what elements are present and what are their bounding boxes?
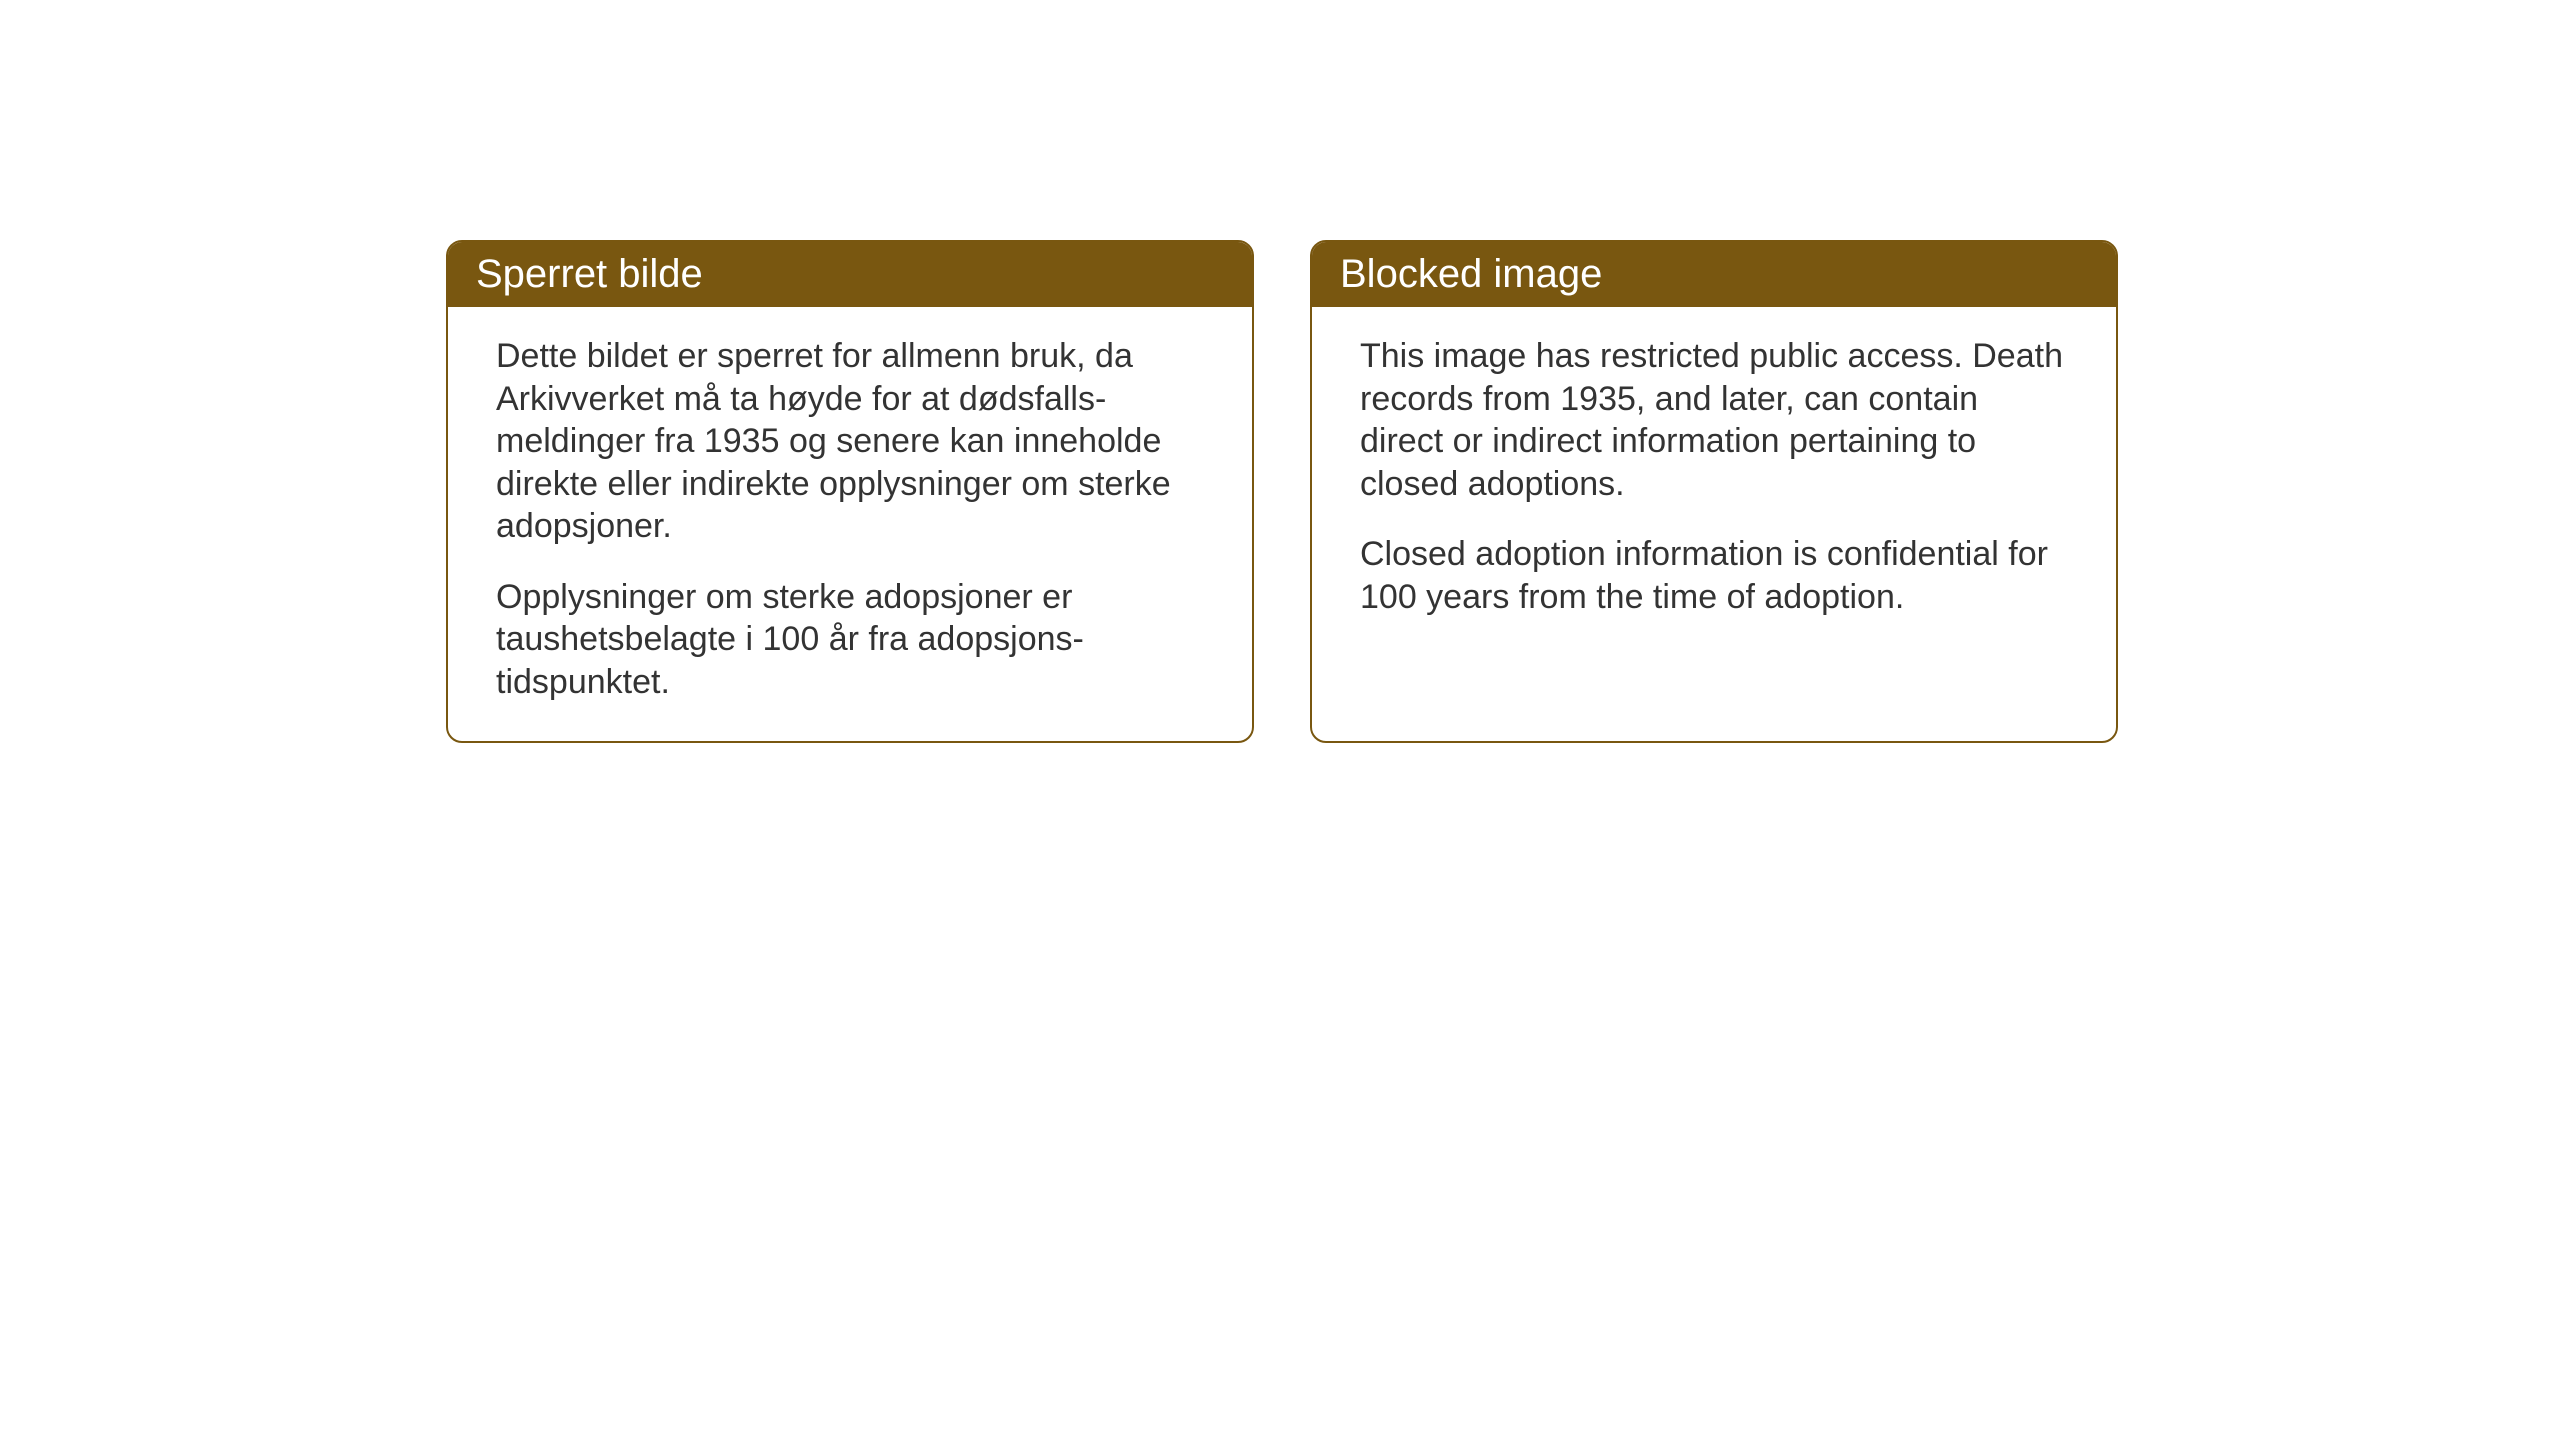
english-paragraph-1: This image has restricted public access.… (1360, 335, 2068, 505)
english-card-body: This image has restricted public access.… (1312, 307, 2116, 728)
norwegian-card-title: Sperret bilde (448, 242, 1252, 307)
norwegian-card-body: Dette bildet er sperret for allmenn bruk… (448, 307, 1252, 741)
english-paragraph-2: Closed adoption information is confident… (1360, 533, 2068, 618)
english-notice-card: Blocked image This image has restricted … (1310, 240, 2118, 743)
norwegian-paragraph-2: Opplysninger om sterke adopsjoner er tau… (496, 576, 1204, 704)
norwegian-notice-card: Sperret bilde Dette bildet er sperret fo… (446, 240, 1254, 743)
norwegian-paragraph-1: Dette bildet er sperret for allmenn bruk… (496, 335, 1204, 548)
cards-container: Sperret bilde Dette bildet er sperret fo… (446, 240, 2118, 743)
english-card-title: Blocked image (1312, 242, 2116, 307)
